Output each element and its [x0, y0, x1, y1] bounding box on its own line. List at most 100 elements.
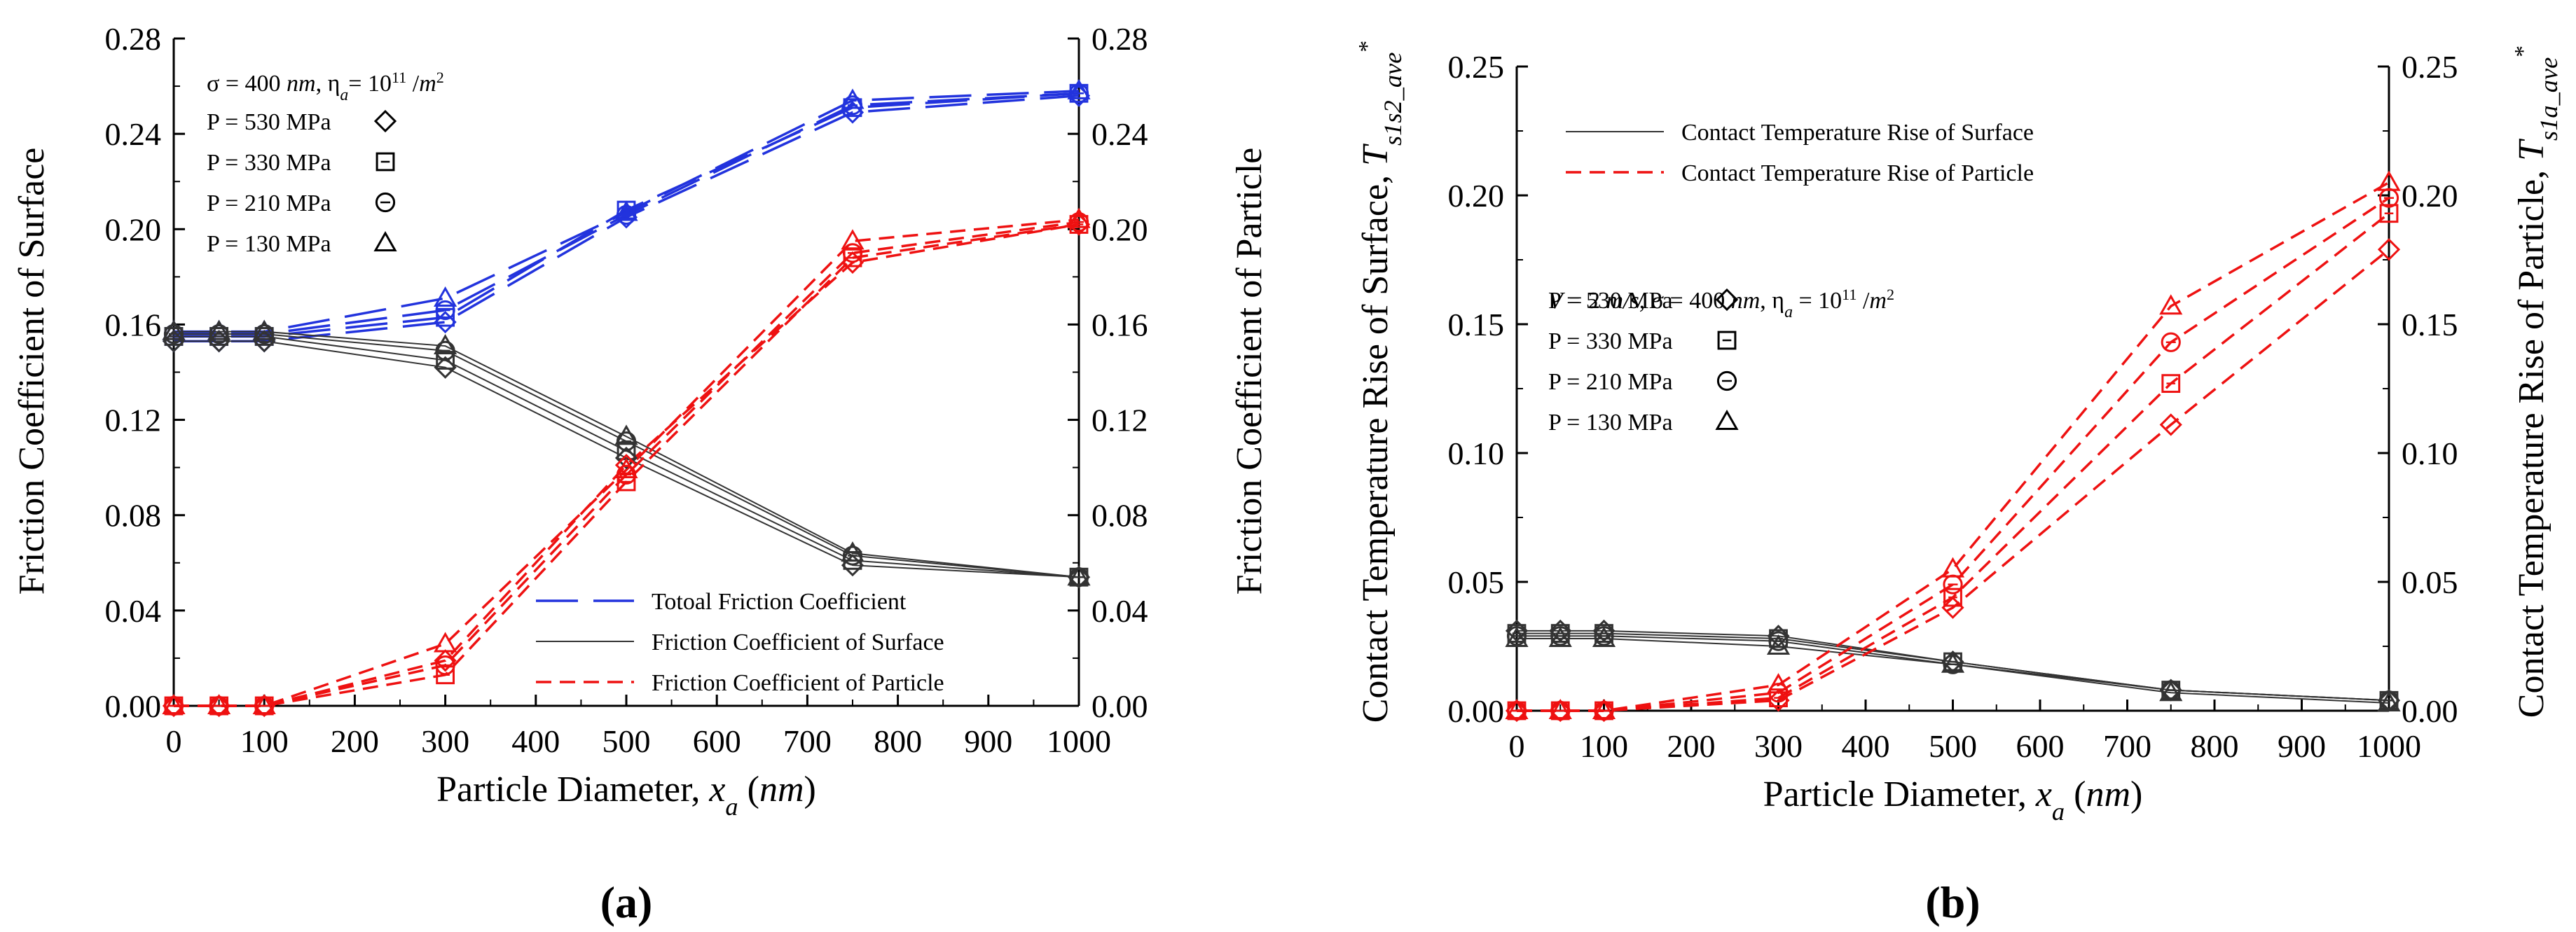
pressure-label: P = 210 MPa: [1548, 369, 1673, 395]
data-point-surface-triangle: [1592, 626, 1616, 647]
legend-marker-diamond: [1715, 288, 1739, 312]
x-tick-label: 500: [1929, 728, 1977, 764]
data-point-particle-diamond: [2159, 413, 2182, 436]
x-tick-label: 400: [1842, 728, 1890, 764]
pressure-label: P = 330 MPa: [1548, 328, 1673, 354]
data-point-particle-circle: [1943, 574, 1963, 594]
y-tick-label-right: 0.25: [2402, 49, 2458, 85]
marker-square-box: [436, 351, 455, 370]
legend-marker-circle: [375, 192, 396, 213]
data-point-surface-triangle: [162, 319, 186, 340]
marker-circle-ring: [1068, 211, 1089, 232]
marker-circle-ring: [1068, 83, 1089, 104]
data-point-surface-triangle: [1941, 652, 1965, 673]
y-tick-label-right: 0.12: [1091, 403, 1148, 438]
marker-square-box: [2379, 204, 2399, 223]
x-tick-label: 700: [2103, 728, 2151, 764]
data-point-total-square: [436, 307, 455, 327]
legend-marker-circle: [1716, 370, 1737, 391]
x-tick-label: 100: [1580, 728, 1628, 764]
data-point-total-triangle: [841, 88, 865, 109]
legend-label: Contact Temperature Rise of Surface: [1681, 120, 2034, 146]
data-point-surface-diamond: [253, 330, 276, 353]
data-point-surface-triangle: [252, 319, 276, 340]
data-point-surface-diamond: [614, 446, 638, 470]
series-line-surface-530MPa: [1517, 630, 2390, 702]
legend-label: Contact Temperature Rise of Particle: [1681, 160, 2034, 186]
marker-square-box: [436, 307, 455, 327]
marker-circle-ring: [2161, 332, 2181, 352]
y-tick-label-left: 0.00: [105, 688, 162, 724]
pressure-label: P = 130 MPa: [207, 231, 331, 257]
marker-square-box: [436, 665, 455, 685]
data-point-particle-triangle: [1941, 557, 1965, 578]
data-point-particle-triangle: [207, 693, 231, 714]
marker-circle-ring: [842, 243, 863, 263]
data-point-surface-triangle: [1505, 626, 1529, 647]
data-point-total-triangle: [614, 200, 638, 221]
data-point-surface-triangle: [2377, 690, 2401, 711]
marker-square-box: [1943, 587, 1962, 607]
y-tick-label-right: 0.20: [2402, 178, 2458, 214]
data-point-particle-triangle: [1067, 207, 1091, 228]
data-point-particle-square: [617, 472, 636, 492]
data-point-total-circle: [616, 204, 637, 225]
x-axis-title: Particle Diameter, xa (nm): [1763, 774, 2143, 826]
data-point-surface-diamond: [207, 330, 230, 353]
x-tick-label: 500: [602, 723, 651, 759]
data-point-surface-diamond: [1505, 619, 1529, 643]
x-tick-label: 0: [166, 723, 182, 759]
y-tick-label-left: 0.20: [1448, 178, 1505, 214]
x-tick-label: 600: [2016, 728, 2065, 764]
marker-circle-ring: [1768, 631, 1789, 651]
marker-square-box: [617, 472, 636, 492]
x-tick-label: 200: [331, 723, 379, 759]
data-point-surface-triangle: [2159, 681, 2183, 702]
data-point-surface-circle: [209, 324, 229, 345]
x-tick-label: 800: [2191, 728, 2239, 764]
legend-label: Friction Coefficient of Surface: [652, 630, 944, 655]
data-point-surface-diamond: [1592, 619, 1616, 643]
y-tick-label-left: 0.20: [105, 211, 162, 247]
data-point-particle-triangle: [252, 693, 276, 714]
y-tick-label-left: 0.24: [105, 116, 162, 152]
data-point-total-circle: [435, 300, 455, 321]
series-line-surface-330MPa: [1517, 632, 2390, 702]
x-tick-label: 600: [693, 723, 741, 759]
pressure-label: P = 530 MPa: [207, 109, 331, 135]
y-tick-label-right: 0.00: [1091, 688, 1148, 724]
y-tick-label-left: 0.10: [1448, 436, 1505, 471]
marker-circle-ring: [435, 655, 455, 676]
y-tick-label-right: 0.15: [2402, 307, 2458, 342]
data-point-particle-circle: [2161, 332, 2181, 352]
marker-circle-ring: [254, 324, 275, 345]
x-tick-label: 1000: [1047, 723, 1111, 759]
y-axis-title-right: Friction Coefficient of Particle: [1230, 148, 1269, 595]
marker-circle-ring: [375, 192, 396, 213]
marker-square-box: [2161, 374, 2181, 394]
pressure-label: P = 330 MPa: [207, 150, 331, 176]
y-tick-label-right: 0.20: [1091, 211, 1148, 247]
y-axis-title-left: Contact Temperature Rise of Surface, Ts1…: [1354, 41, 1407, 723]
series-line-particle-210MPa: [1517, 197, 2390, 712]
panel-label: (a): [600, 877, 653, 927]
x-tick-label: 300: [421, 723, 469, 759]
data-point-total-triangle: [434, 286, 457, 307]
x-tick-label: 300: [1754, 728, 1803, 764]
data-point-total-circle: [1068, 83, 1089, 104]
data-point-particle-triangle: [162, 693, 186, 714]
y-tick-label-right: 0.16: [1091, 307, 1148, 342]
legend-marker-triangle: [1715, 409, 1739, 430]
marker-square-box: [1717, 331, 1737, 350]
data-point-particle-diamond: [434, 649, 457, 672]
data-point-particle-circle: [842, 243, 863, 263]
data-point-surface-triangle: [1067, 565, 1091, 586]
pressure-label: P = 530 MPa: [1548, 288, 1673, 314]
data-point-particle-triangle: [1766, 673, 1791, 694]
y-tick-label-left: 0.08: [105, 498, 162, 534]
pressure-label: P = 130 MPa: [1548, 410, 1673, 436]
data-point-surface-triangle: [1766, 634, 1791, 655]
